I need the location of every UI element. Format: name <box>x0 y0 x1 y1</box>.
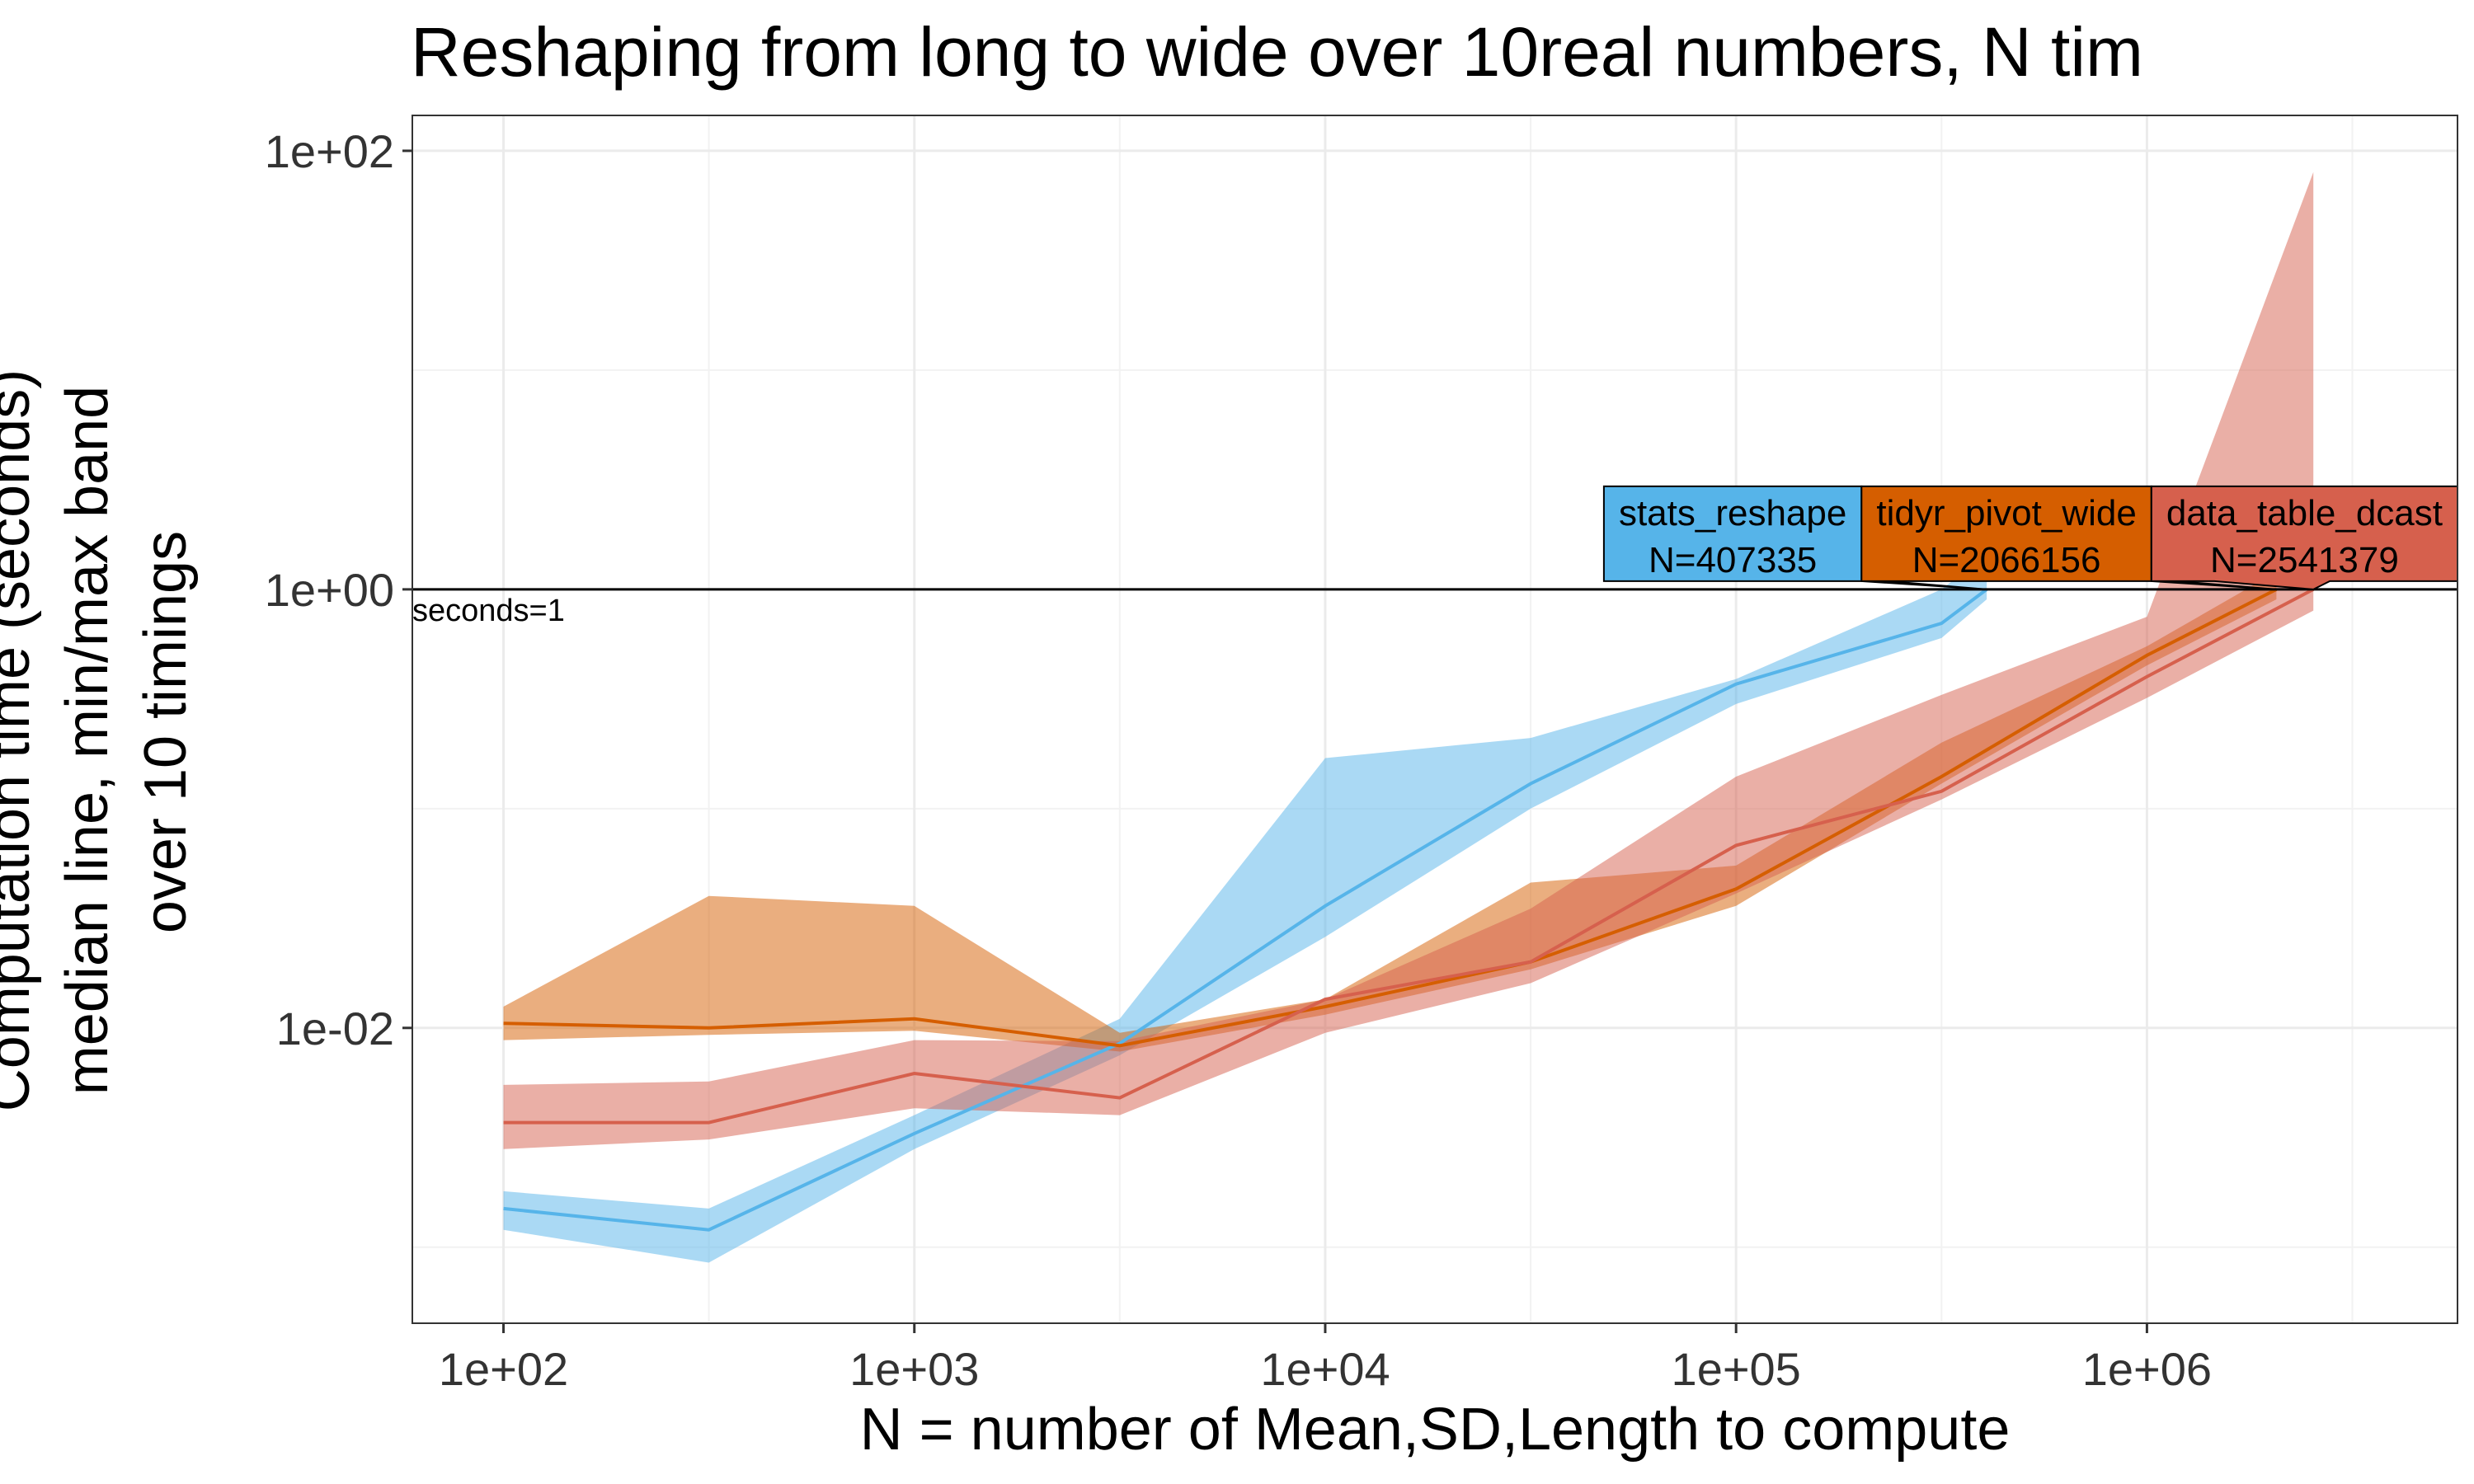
x-tick-label: 1e+04 <box>1260 1343 1390 1395</box>
median-line-tidyr_pivot_wide <box>503 588 2278 1048</box>
direct-label-name-tidyr_pivot_wide: tidyr_pivot_wide <box>1876 493 2137 533</box>
y-tick-label: 1e+02 <box>265 125 394 177</box>
reference-line-label: seconds=1 <box>412 594 565 628</box>
direct-label-name-data_table_dcast: data_table_dcast <box>2166 493 2443 533</box>
y-tick-label: 1e-02 <box>276 1003 394 1054</box>
reference-line-group: seconds=1 <box>412 588 2458 628</box>
x-tick-label: 1e+02 <box>439 1343 568 1395</box>
x-axis-title: N = number of Mean,SD,Length to compute <box>860 1397 2011 1463</box>
x-tick-label: 1e+06 <box>2082 1343 2212 1395</box>
band-stats_reshape <box>503 553 1987 1263</box>
x-tick-label: 1e+05 <box>1672 1343 1801 1395</box>
median-line-stats_reshape <box>503 588 1988 1232</box>
direct-labels: stats_reshape N=407335 tidyr_pivot_wide N=2… <box>1602 485 2458 590</box>
y-axis-title: Computation time (seconds) median line, … <box>0 353 199 1111</box>
direct-label-n-data_table_dcast: N=2541379 <box>2210 540 2399 580</box>
y-axis-title-line-1: Computation time (seconds) <box>0 369 42 1111</box>
grid <box>412 115 2458 1323</box>
y-tick-label: 1e+00 <box>265 564 394 616</box>
median-lines <box>503 588 2315 1232</box>
chart-title: Reshaping from long to wide over 10real … <box>411 13 2143 91</box>
x-tick-label: 1e+03 <box>849 1343 979 1395</box>
median-line-data_table_dcast <box>503 588 2315 1125</box>
band-tidyr_pivot_wide <box>503 571 2277 1052</box>
direct-label-name-stats_reshape: stats_reshape <box>1619 493 1846 533</box>
y-axis-title-line-2: median line, min/max band <box>54 386 120 1095</box>
panel-border <box>412 115 2458 1324</box>
x-axis: 1e+02 1e+03 1e+04 1e+05 1e+06 <box>439 1323 2212 1395</box>
y-axis-title-line-3: over 10 timings <box>133 531 199 933</box>
direct-label-n-stats_reshape: N=407335 <box>1649 540 1817 580</box>
direct-label-n-tidyr_pivot_wide: N=2066156 <box>1912 540 2101 580</box>
y-axis: 1e-02 1e+00 1e+02 <box>265 125 412 1054</box>
min-max-bands <box>503 171 2314 1263</box>
